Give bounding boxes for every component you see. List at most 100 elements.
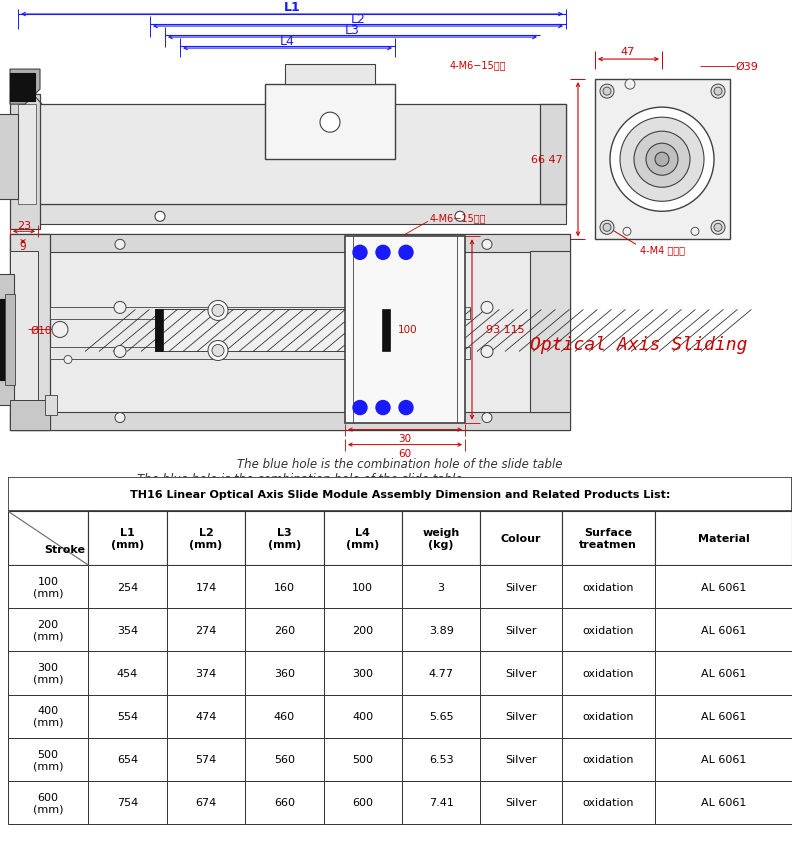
Bar (8, 781, 88, 824)
Text: The blue hole is the combination hole of the slide table: The blue hole is the combination hole of… (238, 458, 562, 471)
Bar (45, 395, 57, 415)
Bar (10, 412, 570, 430)
Circle shape (399, 246, 413, 260)
Circle shape (714, 224, 722, 232)
Text: Silver: Silver (506, 711, 537, 722)
Bar (8, 566, 88, 608)
Text: 654: 654 (117, 754, 138, 764)
Bar (654, 608, 792, 652)
Bar (0, 115, 18, 200)
Circle shape (634, 132, 690, 188)
Text: Silver: Silver (506, 625, 537, 635)
Text: 674: 674 (195, 797, 217, 808)
Bar (8, 652, 88, 694)
Bar (166, 652, 245, 694)
Circle shape (610, 108, 714, 212)
Bar (654, 652, 792, 694)
Text: Material: Material (698, 533, 750, 544)
Bar (402, 566, 480, 608)
Text: 354: 354 (117, 625, 138, 635)
Bar (18, 205, 566, 225)
Bar (88, 608, 166, 652)
Bar (10, 95, 40, 230)
Text: L4
(mm): L4 (mm) (346, 527, 379, 550)
Bar (480, 566, 562, 608)
Bar (88, 694, 166, 738)
Bar (562, 738, 655, 781)
Circle shape (208, 301, 228, 321)
Text: AL 6061: AL 6061 (701, 797, 746, 808)
Bar (540, 105, 566, 205)
Bar (402, 608, 480, 652)
Text: L2: L2 (350, 13, 366, 26)
Bar (0, 275, 14, 405)
Text: 4-M6−15螺孔: 4-M6−15螺孔 (430, 213, 486, 223)
Circle shape (52, 322, 68, 338)
Bar (480, 694, 562, 738)
Circle shape (623, 228, 631, 236)
Text: 300
(mm): 300 (mm) (33, 663, 63, 684)
Circle shape (481, 302, 493, 314)
Text: 5.65: 5.65 (429, 711, 454, 722)
Circle shape (482, 240, 492, 250)
Text: oxidation: oxidation (582, 797, 634, 808)
Text: weigh
(kg): weigh (kg) (422, 527, 460, 550)
Circle shape (155, 212, 165, 222)
Circle shape (620, 118, 704, 202)
Circle shape (603, 224, 611, 232)
Bar (402, 738, 480, 781)
Text: 3.89: 3.89 (429, 625, 454, 635)
Bar (10, 74, 35, 102)
Bar (155, 310, 390, 352)
Circle shape (399, 401, 413, 415)
Bar (323, 608, 402, 652)
Circle shape (646, 144, 678, 176)
Bar (245, 511, 323, 566)
Text: oxidation: oxidation (582, 711, 634, 722)
Bar (155, 310, 163, 352)
Bar (654, 566, 792, 608)
Text: 460: 460 (274, 711, 295, 722)
Text: 360: 360 (274, 668, 295, 678)
Bar (562, 652, 655, 694)
Text: 47: 47 (621, 47, 635, 57)
Text: Surface
treatmen: Surface treatmen (579, 527, 637, 550)
Bar (166, 738, 245, 781)
Bar (402, 511, 480, 566)
Text: 174: 174 (195, 582, 217, 592)
Circle shape (64, 356, 72, 364)
Bar (88, 652, 166, 694)
Text: TH16 Linear Optical Axis Slide Module Assembly Dimension and Related Products Li: TH16 Linear Optical Axis Slide Module As… (130, 489, 670, 499)
Bar (323, 694, 402, 738)
Text: 660: 660 (274, 797, 295, 808)
Bar (285, 65, 375, 85)
Text: L4: L4 (279, 35, 294, 48)
Circle shape (115, 413, 125, 423)
Bar (382, 310, 390, 352)
Bar (480, 652, 562, 694)
Text: 6.53: 6.53 (429, 754, 454, 764)
Bar (8, 608, 88, 652)
Bar (595, 80, 730, 240)
Circle shape (481, 346, 493, 358)
Bar (88, 511, 166, 566)
Circle shape (353, 401, 367, 415)
Text: 60: 60 (398, 448, 411, 458)
Circle shape (208, 341, 228, 361)
Bar (10, 235, 50, 430)
Text: AL 6061: AL 6061 (701, 711, 746, 722)
Polygon shape (10, 70, 40, 105)
Circle shape (714, 88, 722, 96)
Bar (245, 652, 323, 694)
Bar (562, 694, 655, 738)
Text: oxidation: oxidation (582, 582, 634, 592)
Circle shape (114, 302, 126, 314)
Text: 600
(mm): 600 (mm) (33, 792, 63, 814)
Text: 100
(mm): 100 (mm) (33, 576, 63, 598)
Text: 400
(mm): 400 (mm) (33, 705, 63, 727)
Circle shape (625, 80, 635, 90)
Circle shape (691, 228, 699, 236)
Text: 300: 300 (352, 668, 374, 678)
Bar (654, 781, 792, 824)
Text: 454: 454 (117, 668, 138, 678)
